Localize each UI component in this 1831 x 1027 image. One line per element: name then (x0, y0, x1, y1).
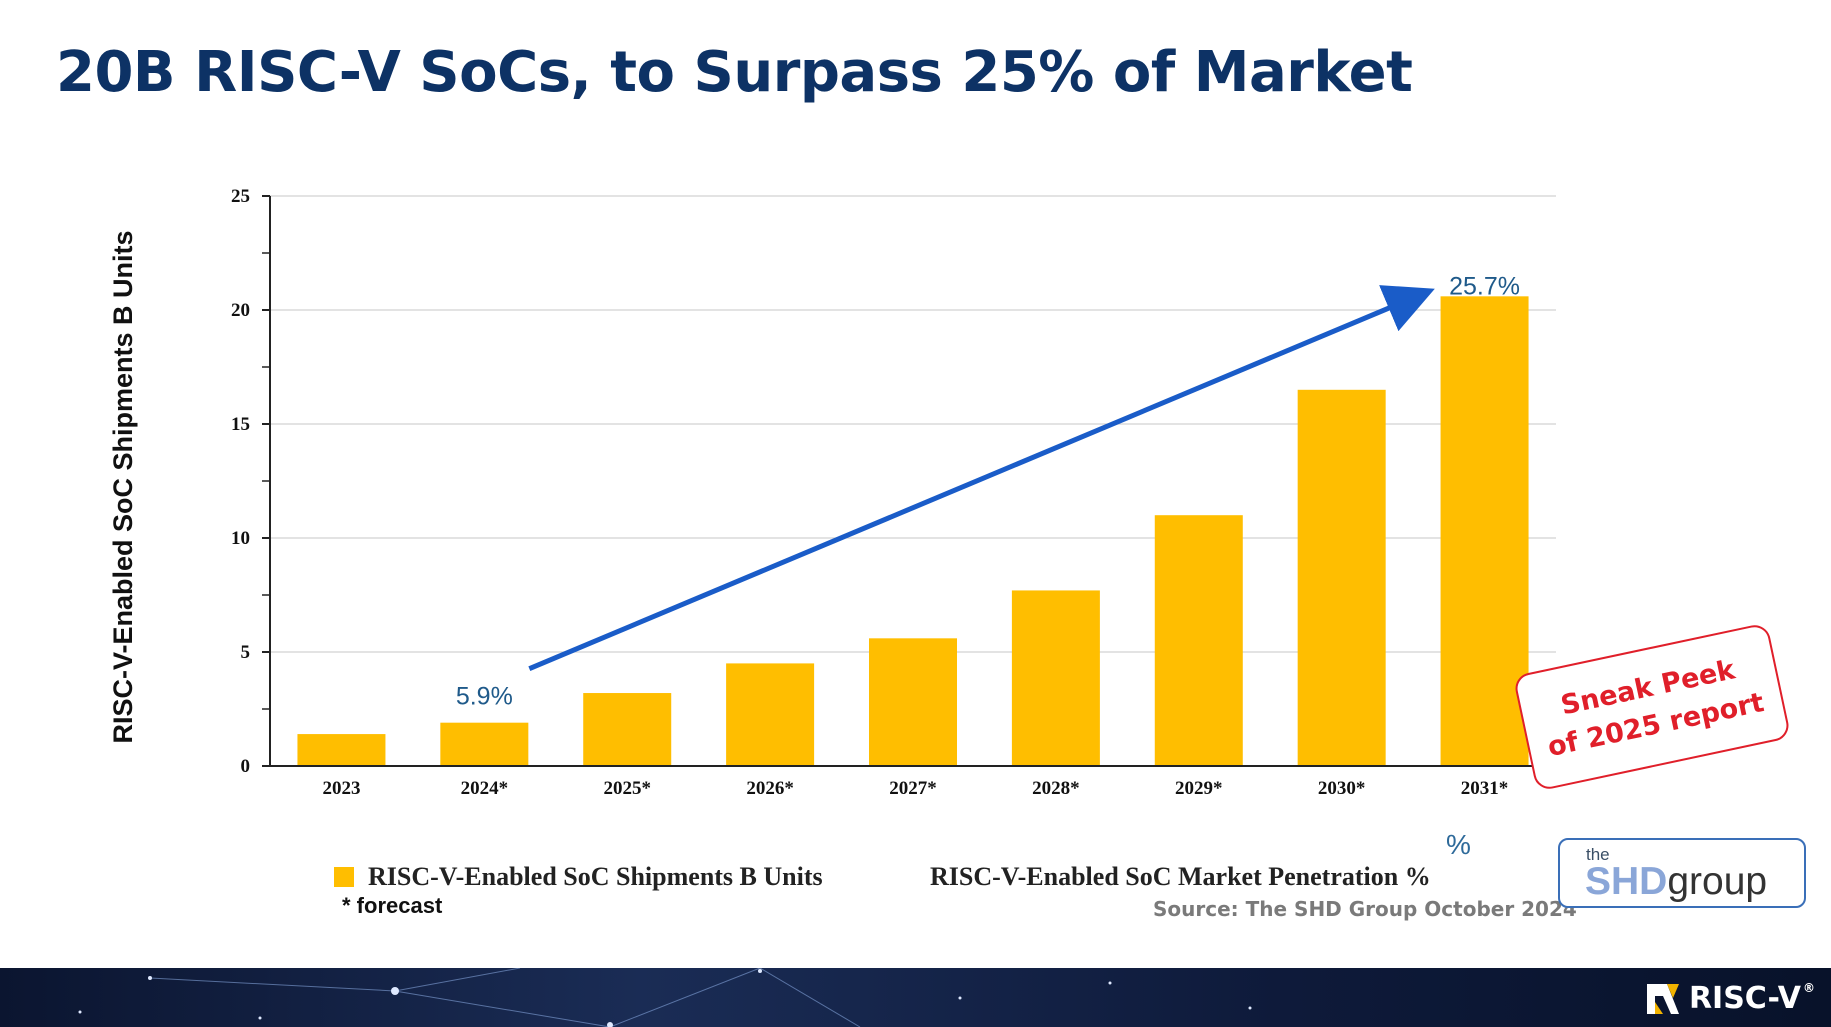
legend-swatch (334, 867, 354, 887)
x-tick-labels: 2023 2024* 2025* 2026* 2027* 2028* 2029* 2030* 2… (322, 778, 1508, 799)
shd-group-logo: the SHDgroup (1558, 838, 1806, 908)
shd-logo-shd: SHD (1585, 860, 1668, 903)
legend-penetration-label: RISC-V-Enabled SoC Market Penetration % (930, 862, 1431, 891)
forecast-note: * forecast (342, 893, 443, 918)
bar-2024 (440, 722, 529, 766)
bar-2023 (297, 734, 386, 766)
y-tick-label: 15 (231, 414, 250, 435)
bar-2027 (869, 638, 957, 766)
y-tick-label: 5 (241, 642, 251, 663)
risc-v-brand-text: RISC-V (1688, 981, 1801, 1016)
shd-logo-the: the (1586, 845, 1610, 864)
x-tick-label: 2023 (322, 778, 360, 799)
penetration-label: 5.9% (456, 683, 513, 711)
x-tick-label: 2030* (1318, 778, 1366, 799)
shd-logo-wordmark: SHDgroup (1585, 860, 1767, 904)
trend-arrow (528, 285, 1435, 671)
star-network-decoration (78, 968, 1252, 1027)
registered-mark: ® (1803, 981, 1815, 995)
legend-shipments-label: RISC-V-Enabled SoC Shipments B Units (368, 862, 823, 891)
source-note: Source: The SHD Group October 2024 (1153, 897, 1577, 921)
risc-v-brand: RISC-V ® (1645, 981, 1815, 1016)
x-tick-label: 2027* (889, 778, 937, 799)
x-tick-label: 2031* (1461, 778, 1509, 799)
x-tick-label: 2024* (461, 778, 509, 799)
bar-2030 (1297, 389, 1386, 766)
percent-symbol: % (1446, 829, 1471, 860)
bar-chart: 0 5 10 15 20 25 2023 2024* 2025* 2026* 2027* 2028*… (108, 186, 1556, 799)
y-tick-label: 0 (241, 756, 251, 777)
y-axis-title: RISC-V-Enabled SoC Shipments B Units (108, 230, 138, 743)
bar-2025 (583, 693, 672, 766)
footer-banner: RISC-V ® (0, 968, 1831, 1027)
y-tick-label: 10 (231, 528, 250, 549)
legend-shipments: RISC-V-Enabled SoC Shipments B Units (334, 860, 823, 894)
bar-2028 (1011, 590, 1100, 766)
bar-2026 (726, 663, 815, 766)
x-tick-label: 2025* (603, 778, 651, 799)
bar-2029 (1154, 515, 1243, 766)
penetration-labels: 5.9% 25.7% (456, 272, 1520, 710)
y-tick-labels: 0 5 10 15 20 25 (231, 186, 270, 777)
bars (297, 296, 1529, 766)
x-tick-label: 2028* (1032, 778, 1080, 799)
shd-logo-group: group (1667, 860, 1768, 903)
x-tick-label: 2026* (746, 778, 794, 799)
y-tick-label: 20 (231, 300, 250, 321)
legend-penetration: RISC-V-Enabled SoC Market Penetration % (930, 860, 1431, 894)
x-tick-label: 2029* (1175, 778, 1223, 799)
penetration-label: 25.7% (1449, 272, 1520, 300)
bar-2031 (1440, 296, 1529, 766)
y-tick-label: 25 (231, 186, 250, 207)
slide-title: 20B RISC-V SoCs, to Surpass 25% of Marke… (56, 40, 1413, 105)
risc-v-logo-icon (1646, 983, 1679, 1014)
